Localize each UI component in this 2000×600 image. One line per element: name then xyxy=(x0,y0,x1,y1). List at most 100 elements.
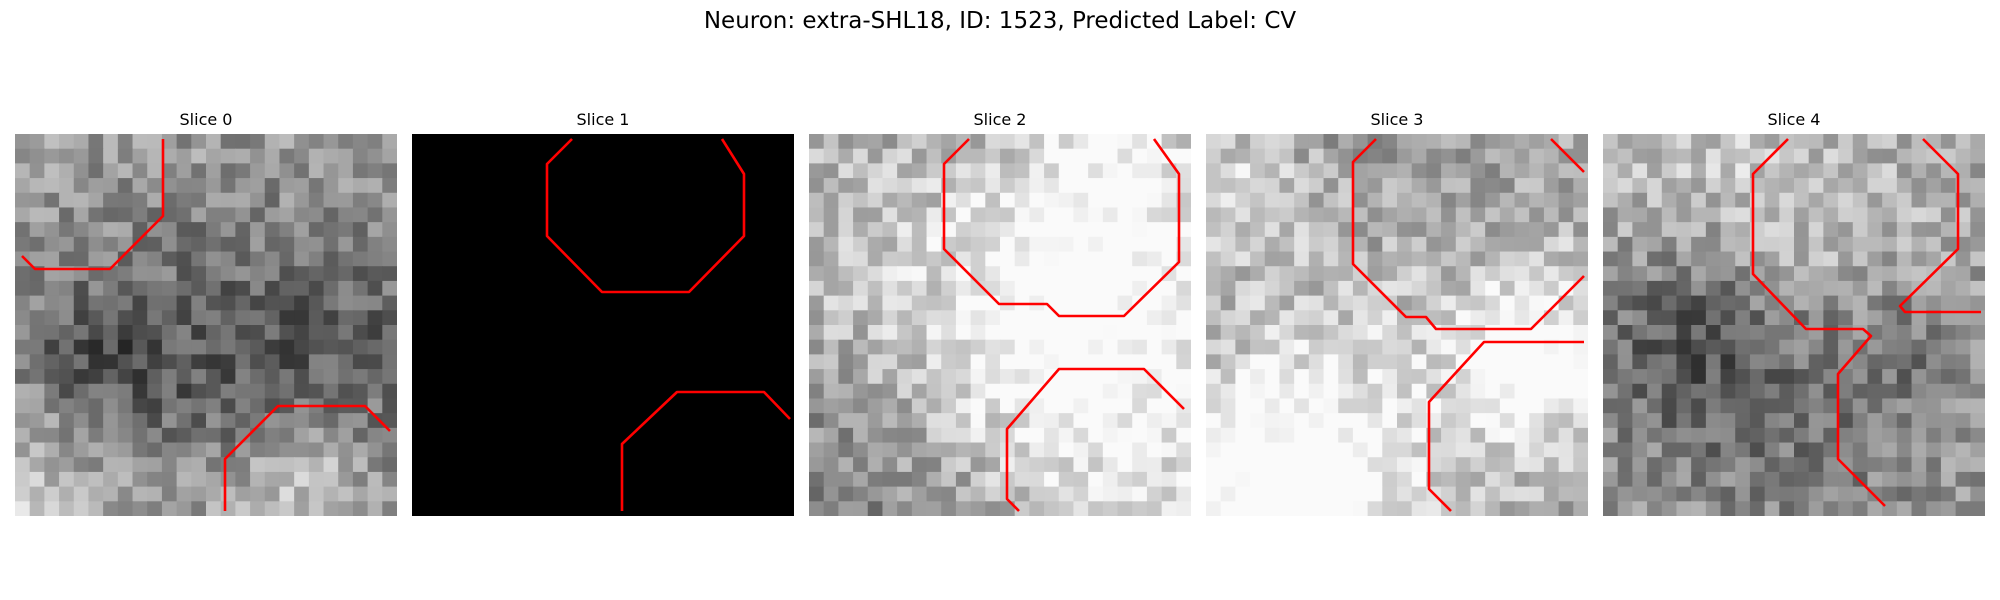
pixel xyxy=(1852,457,1869,473)
pixel xyxy=(279,486,295,502)
pixel xyxy=(1808,251,1824,267)
pixel xyxy=(1058,236,1075,253)
pixel xyxy=(1308,383,1325,400)
pixel xyxy=(1294,486,1310,502)
pixel xyxy=(838,354,854,370)
pixel xyxy=(59,280,75,297)
pixel xyxy=(911,427,928,444)
pixel xyxy=(1823,163,1839,179)
pixel xyxy=(1323,310,1339,326)
pixel xyxy=(103,354,119,370)
pixel xyxy=(1102,222,1119,238)
pixel xyxy=(985,148,1001,164)
pixel xyxy=(1794,398,1810,414)
pixel xyxy=(1073,222,1089,238)
pixel xyxy=(1632,354,1648,370)
pixel xyxy=(809,148,825,164)
pixel xyxy=(338,501,354,516)
pixel xyxy=(897,457,913,473)
pixel xyxy=(1896,222,1913,238)
pixel xyxy=(1014,280,1030,297)
pixel xyxy=(250,251,266,267)
pixel xyxy=(1911,398,1927,414)
pixel xyxy=(1970,266,1985,282)
pixel xyxy=(323,310,339,326)
pixel xyxy=(1294,280,1310,297)
pixel xyxy=(1250,339,1266,355)
pixel xyxy=(15,207,31,223)
pixel xyxy=(1206,457,1222,473)
pixel xyxy=(367,222,383,238)
pixel xyxy=(1867,339,1883,355)
pixel xyxy=(823,134,839,150)
pixel xyxy=(882,442,898,458)
pixel xyxy=(235,222,251,238)
pixel xyxy=(308,148,325,164)
pixel xyxy=(970,369,986,385)
pixel xyxy=(985,413,1001,429)
contour-line xyxy=(21,139,165,271)
pixel xyxy=(1411,148,1427,164)
pixel xyxy=(220,471,236,488)
pixel xyxy=(1411,501,1427,516)
pixel xyxy=(1220,310,1236,326)
pixel xyxy=(809,457,825,473)
pixel xyxy=(132,310,148,326)
pixel xyxy=(191,325,207,341)
pixel xyxy=(882,236,898,253)
pixel xyxy=(1176,413,1191,429)
pixel xyxy=(44,442,60,458)
pixel xyxy=(1735,134,1751,150)
pixel xyxy=(1794,251,1810,267)
pixel xyxy=(206,486,222,502)
pixel xyxy=(250,369,266,385)
pixel xyxy=(1220,163,1236,179)
pixel xyxy=(59,471,75,488)
pixel xyxy=(367,457,383,473)
pixel xyxy=(132,501,148,516)
pixel xyxy=(1441,383,1457,400)
pixel xyxy=(1397,442,1413,458)
pixel xyxy=(1691,295,1707,311)
pixel xyxy=(1499,501,1516,516)
pixel xyxy=(1529,266,1545,282)
pixel xyxy=(1279,354,1295,370)
pixel xyxy=(1367,163,1383,179)
pixel xyxy=(1926,369,1942,385)
pixel xyxy=(1235,442,1251,458)
pixel xyxy=(926,413,942,429)
pixel xyxy=(1250,427,1266,444)
pixel xyxy=(1014,178,1030,194)
pixel xyxy=(117,310,134,326)
pixel xyxy=(926,266,942,282)
pixel xyxy=(1647,471,1663,488)
pixel xyxy=(1044,442,1060,458)
pixel xyxy=(352,222,369,238)
pixel xyxy=(279,192,295,209)
pixel xyxy=(1323,163,1339,179)
pixel xyxy=(235,427,251,444)
pixel xyxy=(382,251,397,267)
pixel xyxy=(897,266,913,282)
pixel xyxy=(985,134,1001,150)
pixel xyxy=(323,251,339,267)
pixel xyxy=(1220,427,1236,444)
pixel xyxy=(853,442,869,458)
pixel xyxy=(264,398,281,414)
pixel xyxy=(1000,354,1016,370)
pixel xyxy=(44,148,60,164)
pixel xyxy=(73,413,90,429)
pixel xyxy=(235,413,251,429)
pixel xyxy=(220,134,236,150)
pixel xyxy=(294,413,310,429)
pixel xyxy=(1749,325,1766,341)
pixel xyxy=(1808,280,1824,297)
pixel xyxy=(1176,471,1191,488)
pixel xyxy=(1485,163,1501,179)
pixel xyxy=(1676,471,1692,488)
pixel xyxy=(1088,442,1104,458)
pixel xyxy=(1838,163,1854,179)
pixel xyxy=(29,236,45,253)
pixel xyxy=(147,427,163,444)
pixel xyxy=(206,383,222,400)
